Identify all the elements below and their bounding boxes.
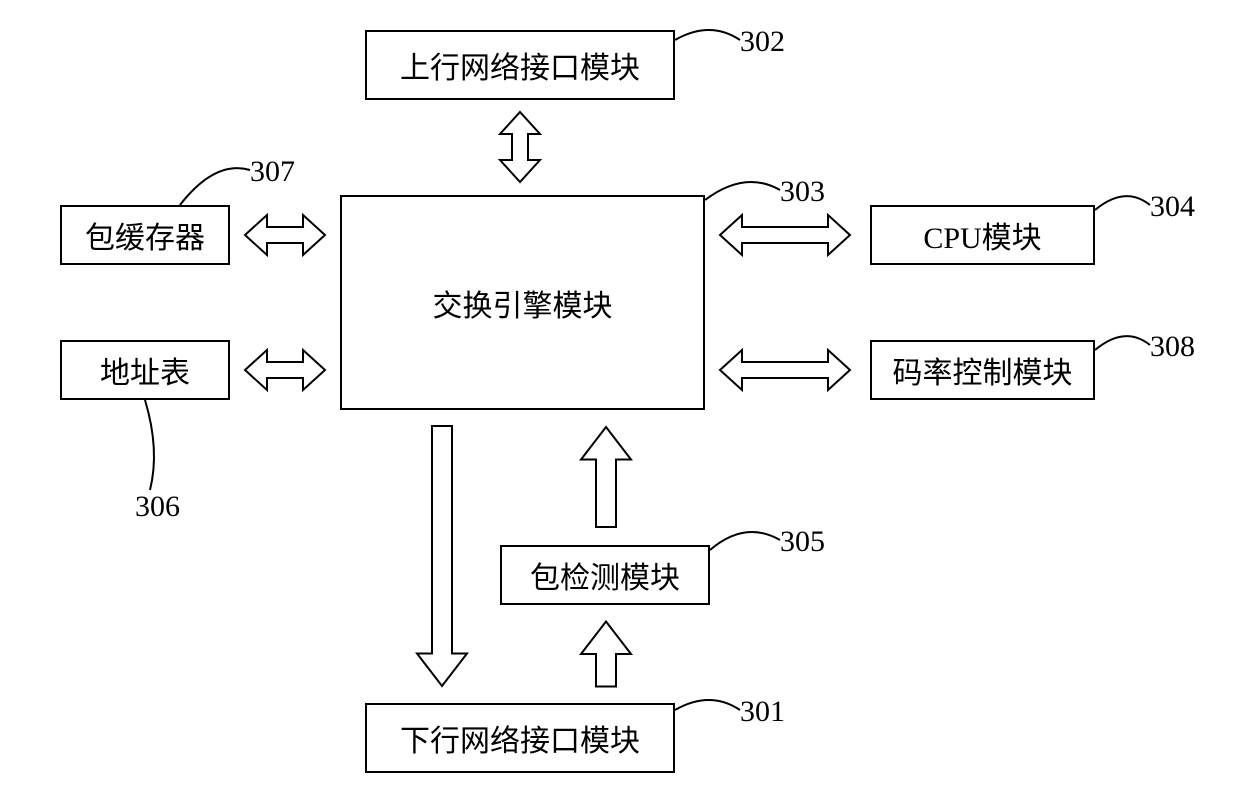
ref-label: 308 xyxy=(1150,330,1195,364)
node-label: 交换引擎模块 xyxy=(433,281,613,325)
ref-label: 304 xyxy=(1150,190,1195,224)
ref-label: 303 xyxy=(780,175,825,209)
node-uplink-interface: 上行网络接口模块 xyxy=(365,30,675,100)
node-label: 包缓存器 xyxy=(85,213,205,257)
node-switch-engine: 交换引擎模块 xyxy=(340,195,705,410)
node-cpu-module: CPU模块 xyxy=(870,205,1095,265)
node-packet-detect: 包检测模块 xyxy=(500,545,710,605)
ref-label: 301 xyxy=(740,695,785,729)
ref-label: 302 xyxy=(740,25,785,59)
ref-label: 306 xyxy=(135,490,180,524)
node-rate-control: 码率控制模块 xyxy=(870,340,1095,400)
node-downlink-interface: 下行网络接口模块 xyxy=(365,703,675,773)
node-label: 下行网络接口模块 xyxy=(400,716,640,760)
node-label: 上行网络接口模块 xyxy=(400,43,640,87)
node-label: 地址表 xyxy=(100,348,190,392)
ref-label: 305 xyxy=(780,525,825,559)
ref-label: 307 xyxy=(250,155,295,189)
node-label: CPU模块 xyxy=(923,213,1041,257)
node-label: 码率控制模块 xyxy=(893,348,1073,392)
node-address-table: 地址表 xyxy=(60,340,230,400)
node-label: 包检测模块 xyxy=(530,553,680,597)
node-packet-buffer: 包缓存器 xyxy=(60,205,230,265)
